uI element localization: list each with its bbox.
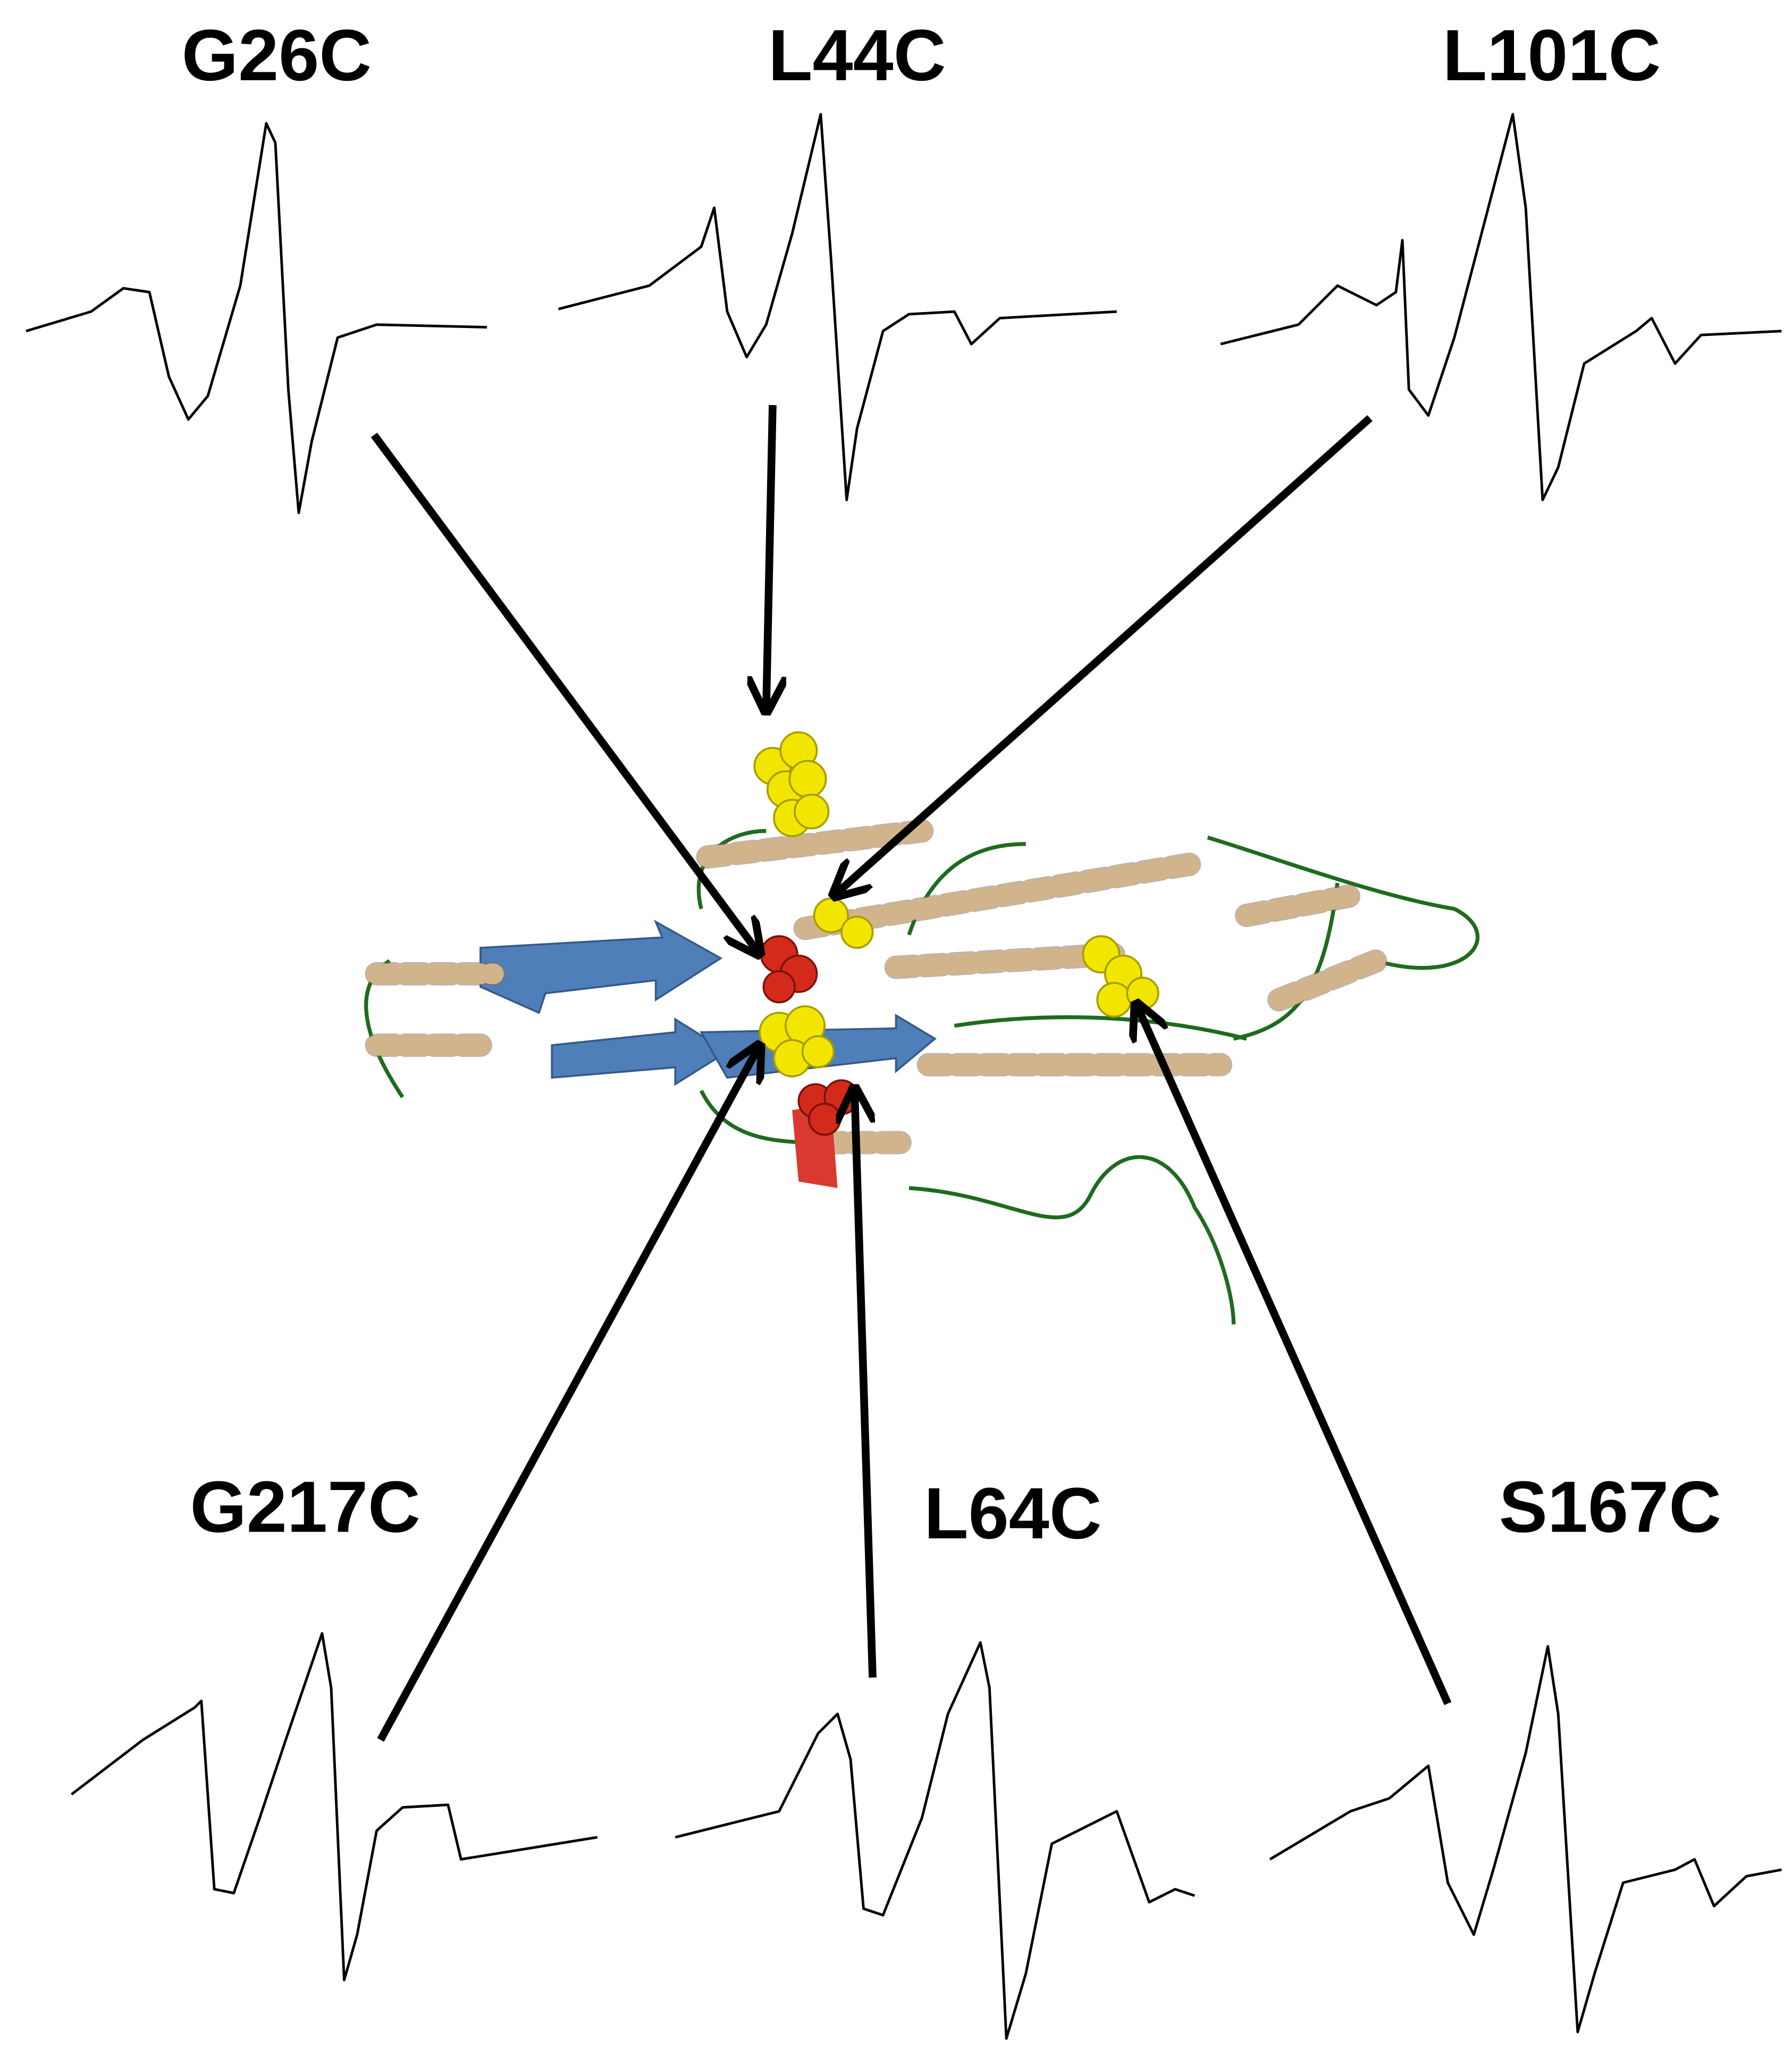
arrow — [1136, 1004, 1448, 1704]
figure: G26C L44C L101C G217C L64C S167C — [0, 0, 1792, 2045]
mutant-label: L101C — [1443, 14, 1661, 96]
arrows — [374, 405, 1448, 1740]
arrow — [766, 405, 772, 711]
spectrum — [675, 1643, 1194, 2039]
arrow — [854, 1088, 872, 1678]
mutant-label: L64C — [924, 1472, 1101, 1554]
mutant-label: G217C — [190, 1466, 420, 1547]
mutant-label: G26C — [182, 14, 372, 96]
spectra — [26, 114, 1781, 2039]
arrow — [381, 1045, 760, 1740]
spectrum — [1270, 1646, 1781, 2032]
spectrum — [1221, 114, 1781, 500]
arrow — [834, 418, 1370, 896]
mutant-label: L44C — [768, 14, 946, 96]
arrow — [374, 435, 760, 954]
mutant-label: S167C — [1499, 1466, 1721, 1547]
spectrum — [71, 1634, 597, 1980]
spectrum — [26, 123, 487, 513]
spectrum — [558, 114, 1116, 500]
